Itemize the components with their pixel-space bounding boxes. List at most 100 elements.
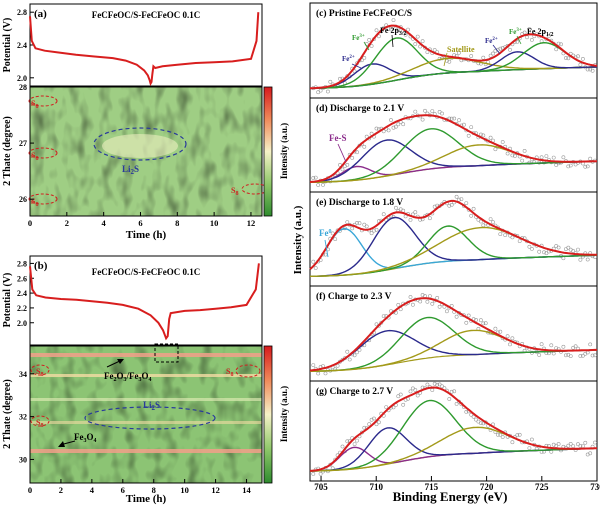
raw-data-point	[364, 134, 369, 139]
raw-data-point	[318, 471, 323, 476]
raw-data-point	[454, 401, 459, 406]
raw-data-point	[530, 38, 534, 42]
x-tick-label: 710	[369, 482, 383, 492]
raw-data-point	[369, 231, 374, 236]
raw-data-point	[447, 203, 452, 208]
raw-data-point	[425, 299, 430, 304]
x-tick-label: 730	[590, 482, 600, 492]
satellite-label: Satellite	[447, 45, 475, 54]
raw-data-point	[561, 155, 566, 160]
raw-data-point	[423, 108, 427, 113]
raw-data-point	[393, 124, 398, 129]
li2s-region	[84, 406, 216, 430]
raw-data-point	[328, 79, 333, 84]
raw-data-point	[401, 402, 406, 407]
raw-data-point	[350, 155, 355, 160]
raw-data-point	[408, 389, 413, 394]
raw-data-point	[418, 299, 423, 304]
raw-data-point	[551, 155, 556, 160]
raw-data-point	[495, 432, 500, 437]
raw-data-point	[478, 132, 483, 137]
raw-data-point	[316, 371, 321, 376]
y-tick-label: 34	[19, 370, 27, 379]
x-tick-label: 10	[210, 218, 219, 228]
raw-data-point	[510, 336, 515, 341]
y-tick-label: 28	[19, 83, 27, 92]
raw-data-point	[444, 309, 449, 314]
raw-data-point	[578, 257, 583, 262]
raw-data-point	[321, 182, 325, 187]
fit-envelope	[309, 114, 597, 183]
raw-data-point	[500, 140, 505, 144]
panel-a-title: FeCFeOC/S-FeCFeOC 0.1C	[92, 10, 200, 20]
li2s-label: Li2S	[122, 164, 139, 176]
raw-data-point	[415, 393, 420, 398]
raw-data-point	[564, 56, 568, 60]
raw-data-point	[311, 176, 316, 180]
raw-data-point	[556, 41, 561, 46]
raw-data-point	[345, 162, 350, 167]
xps-panel: (e) Discharge to 1.8 V	[309, 191, 598, 277]
raw-data-point	[466, 133, 471, 138]
raw-data-point	[559, 42, 563, 47]
raw-data-point	[488, 53, 493, 58]
zoom-box	[154, 343, 179, 363]
raw-data-point	[318, 88, 323, 93]
y-tick-label: 2.0	[17, 319, 27, 328]
raw-data-point	[578, 443, 583, 448]
raw-data-point	[325, 89, 330, 94]
raw-data-point	[568, 163, 573, 168]
raw-data-point	[435, 382, 440, 387]
raw-data-point	[585, 164, 590, 169]
raw-data-point	[333, 237, 338, 242]
s8-label: S8	[231, 186, 238, 197]
raw-data-point	[425, 382, 430, 387]
raw-data-point	[330, 231, 335, 236]
raw-data-point	[432, 381, 437, 386]
y-tick-label: 2.8	[17, 8, 27, 17]
raw-data-point	[406, 27, 410, 32]
component-peak-fe3	[310, 41, 598, 89]
raw-data-point	[503, 233, 508, 238]
raw-data-point	[345, 439, 350, 444]
raw-data-point	[568, 354, 573, 359]
y-tick-label: 2.6	[17, 274, 27, 283]
raw-data-point	[367, 422, 372, 427]
raw-data-point	[583, 164, 588, 169]
raw-data-point	[483, 321, 488, 326]
raw-data-point	[498, 432, 503, 437]
x-tick-label: 720	[480, 482, 494, 492]
fe3-label: Fe3+	[509, 28, 522, 36]
raw-data-point	[355, 438, 359, 443]
raw-data-point	[369, 44, 374, 48]
raw-data-point	[457, 50, 461, 55]
raw-data-point	[340, 167, 345, 172]
raw-data-point	[384, 405, 389, 410]
raw-data-point	[461, 122, 466, 127]
raw-data-point	[527, 244, 532, 249]
x-tick-label: 2	[59, 485, 63, 495]
raw-data-point	[581, 57, 585, 61]
raw-data-point	[493, 326, 498, 331]
panel-a-ylabel: Potential (V)	[2, 18, 13, 73]
raw-data-point	[364, 224, 369, 229]
raw-data-point	[491, 220, 495, 225]
s8-label: S8	[31, 151, 38, 162]
raw-data-point	[440, 111, 444, 116]
raw-data-point	[491, 51, 495, 56]
raw-data-point	[376, 420, 381, 425]
raw-data-point	[381, 212, 386, 217]
raw-data-point	[537, 249, 542, 254]
y-tick-label: 2.0	[17, 74, 27, 83]
fe-s-label: Fe-S	[329, 133, 347, 143]
raw-data-point	[469, 213, 474, 218]
raw-data-point	[355, 150, 359, 155]
x-tick-label: 14	[242, 485, 251, 495]
s8-label: S8	[226, 367, 233, 378]
raw-data-point	[352, 442, 357, 447]
raw-data-point	[573, 344, 578, 349]
raw-data-point	[345, 220, 350, 225]
raw-data-point	[440, 384, 444, 389]
raw-data-point	[568, 441, 573, 446]
